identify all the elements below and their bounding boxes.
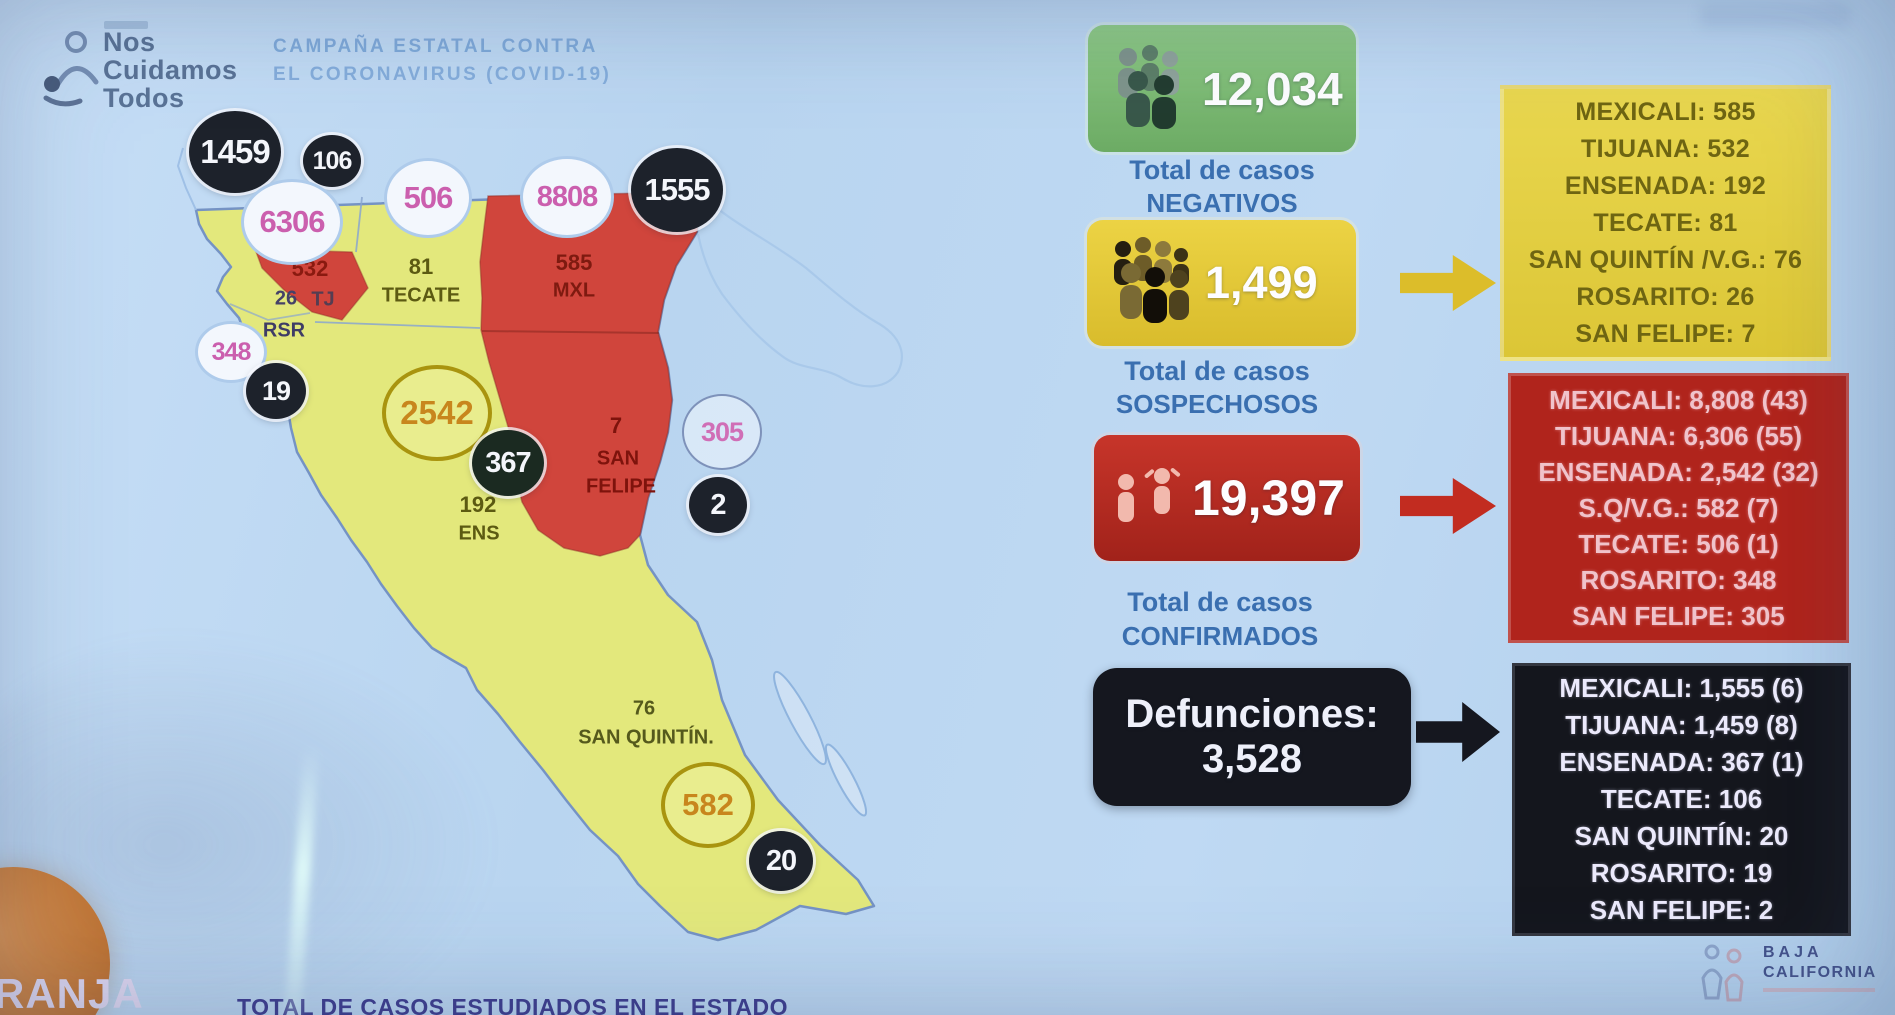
sospechosos-stat-box: 1,499 — [1087, 220, 1356, 346]
bubble-rosarito-deaths: 19 — [246, 363, 306, 419]
defunciones-count: 3,528 — [1201, 737, 1303, 781]
deaths-by-city-panel: MEXICALI: 1,555 (6) TIJUANA: 1,459 (8) E… — [1512, 663, 1851, 936]
panel-line: ENSENADA: 192 — [1564, 171, 1767, 200]
label-sanfelipe-value: 7 — [609, 413, 623, 438]
bubble-tecate-deaths: 106 — [303, 135, 361, 187]
label-ensenada-value: 192 — [459, 492, 497, 517]
panel-line: S.Q/V.G.: 582 (7) — [1578, 493, 1779, 523]
baja-logo-text-2: CALIFORNIA — [1763, 964, 1877, 981]
defunciones-stat-box: Defunciones: 3,528 — [1093, 668, 1411, 806]
sospechosos-caption-2: SOSPECHOSOS — [1115, 389, 1319, 419]
bubble-rosarito-confirmed: 348 — [195, 321, 267, 383]
negativos-caption-2: NEGATIVOS — [1146, 188, 1298, 218]
map-sonora-outline — [696, 195, 903, 388]
nos-cuidamos-todos-logo-icon — [43, 31, 99, 107]
orange-badge-text: RANJA — [0, 970, 144, 1015]
suspected-by-city-panel: MEXICALI: 585 TIJUANA: 532 ENSENADA: 192… — [1500, 85, 1831, 361]
label-sanquintin-value: 76 — [632, 697, 656, 720]
bubble-ensenada-confirmed: 2542 — [382, 365, 492, 461]
campaign-title-line-2: EL CORONAVIRUS (COVID-19) — [273, 64, 612, 85]
brand-line-1: Nos — [103, 27, 156, 57]
people-pair-icon — [1118, 468, 1181, 522]
sospechosos-count: 1,499 — [1205, 257, 1318, 308]
panel-line: MEXICALI: 1,555 (6) — [1559, 673, 1804, 703]
label-sanfelipe-name1: SAN — [596, 447, 640, 470]
label-tecate-value: 81 — [408, 254, 434, 279]
confirmados-count: 19,397 — [1192, 470, 1345, 526]
bubble-tijuana-deaths: 1459 — [189, 111, 281, 193]
people-group-icon — [1118, 44, 1179, 129]
faint-corner-artifact — [1700, 2, 1850, 28]
panel-line: ROSARITO: 348 — [1580, 565, 1777, 595]
negativos-count: 12,034 — [1202, 62, 1343, 115]
bubble-sanfelipe-deaths: 2 — [689, 477, 747, 533]
panel-line: TECATE: 81 — [1593, 208, 1738, 237]
panel-line: SAN FELIPE: 2 — [1589, 895, 1774, 925]
label-tijuana-abbr: TJ — [311, 288, 335, 311]
panel-line: ENSENADA: 2,542 (32) — [1538, 457, 1819, 487]
panel-line: MEXICALI: 585 — [1575, 97, 1756, 126]
defunciones-label: Defunciones: — [1125, 692, 1379, 736]
negativos-caption-1: Total de casos — [1129, 155, 1315, 185]
label-mexicali-abbr: MXL — [552, 279, 596, 302]
negativos-stat-box: 12,034 — [1088, 25, 1356, 152]
bubble-ensenada-deaths: 367 — [472, 430, 544, 496]
label-rosarito-value: 26 — [274, 287, 298, 310]
label-mexicali-value: 585 — [555, 250, 593, 275]
confirmed-by-city-panel: MEXICALI: 8,808 (43) TIJUANA: 6,306 (55)… — [1508, 373, 1849, 643]
panel-line: ROSARITO: 26 — [1576, 282, 1755, 311]
panel-line: SAN FELIPE: 305 — [1572, 601, 1785, 631]
baja-logo-underline — [1763, 988, 1875, 992]
bottom-caption: TOTAL DE CASOS ESTUDIADOS EN EL ESTADO — [237, 994, 789, 1015]
panel-line: SAN FELIPE: 7 — [1575, 319, 1756, 348]
panel-line: SAN QUINTÍN: 20 — [1574, 821, 1789, 851]
panel-line: TIJUANA: 1,459 (8) — [1565, 710, 1798, 740]
panel-line: TIJUANA: 6,306 (55) — [1554, 421, 1803, 451]
map-tijuana-region — [253, 248, 369, 321]
confirmados-caption-1: Total de casos — [1127, 587, 1313, 617]
bubble-mexicali-confirmed: 8808 — [520, 156, 614, 238]
brand-line-2: Cuidamos — [103, 55, 238, 85]
panel-line: SAN QUINTÍN /V.G.: 76 — [1528, 245, 1803, 274]
label-tecate-name: TECATE — [381, 284, 461, 307]
map-island — [824, 743, 868, 817]
panel-line: ROSARITO: 19 — [1590, 858, 1773, 888]
bubble-tijuana-confirmed: 6306 — [241, 179, 343, 265]
panel-line: MEXICALI: 8,808 (43) — [1549, 385, 1808, 415]
confirmados-caption-2: CONFIRMADOS — [1121, 621, 1319, 651]
bubble-sanquintin-confirmed: 582 — [661, 762, 755, 848]
campaign-title-line-1: CAMPAÑA ESTATAL CONTRA — [273, 36, 598, 57]
bubble-sanquintin-deaths: 20 — [749, 831, 813, 891]
brand-line-3: Todos — [103, 83, 185, 113]
map-island — [773, 670, 827, 766]
panel-line: TECATE: 506 (1) — [1578, 529, 1779, 559]
bubble-tecate-confirmed: 506 — [384, 158, 472, 238]
sospechosos-caption-1: Total de casos — [1124, 356, 1310, 386]
people-group-icon — [1114, 237, 1189, 323]
confirmados-stat-box: 19,397 — [1094, 435, 1360, 561]
label-sanfelipe-name2: FELIPE — [585, 475, 657, 498]
panel-line: TECATE: 106 — [1600, 784, 1763, 814]
baja-california-logo-icon — [1701, 944, 1744, 1002]
panel-line: TIJUANA: 532 — [1581, 134, 1750, 163]
bubble-sanfelipe-confirmed: 305 — [682, 394, 762, 470]
logo-small-text-blur — [104, 21, 148, 29]
panel-line: ENSENADA: 367 (1) — [1559, 747, 1804, 777]
bubble-mexicali-deaths: 1555 — [631, 148, 723, 232]
baja-logo-text-1: BAJA — [1763, 944, 1823, 961]
label-sanquintin-name: SAN QUINTÍN. — [578, 726, 714, 749]
label-rosarito-abbr: RSR — [262, 319, 306, 342]
label-ensenada-abbr: ENS — [458, 522, 500, 545]
